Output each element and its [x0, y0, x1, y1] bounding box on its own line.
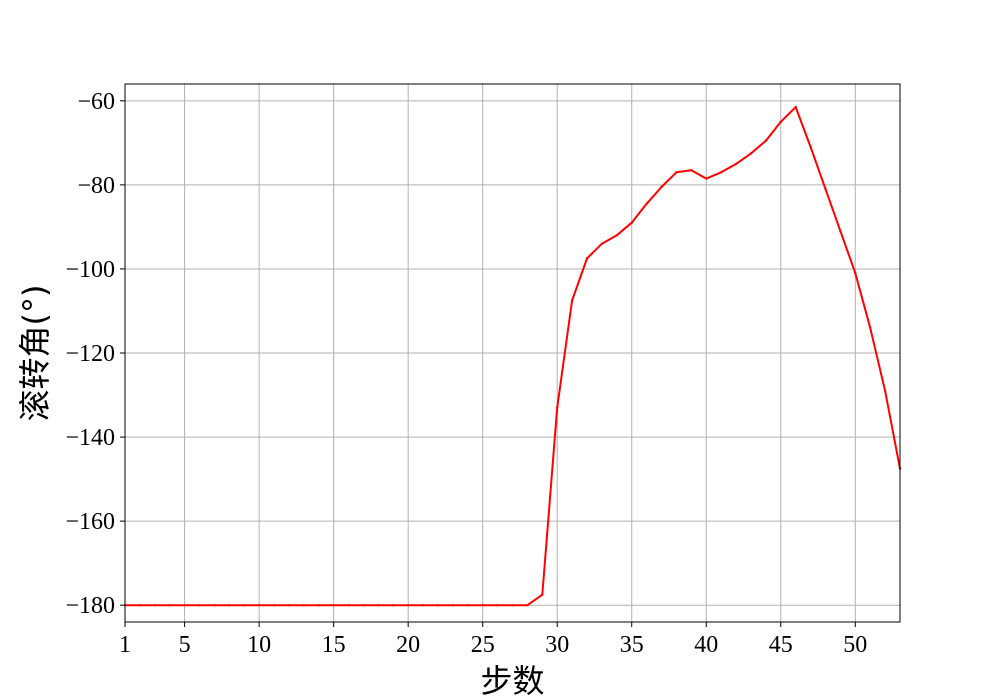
data-point	[854, 271, 857, 275]
x-tick-label: 30	[545, 632, 569, 658]
data-point	[526, 604, 529, 607]
x-tick-label: 1	[119, 632, 131, 658]
x-tick-label: 40	[694, 632, 718, 658]
y-axis-label: 滚转角(°)	[16, 285, 54, 422]
data-point	[257, 604, 261, 607]
data-point	[302, 604, 305, 607]
data-point	[392, 604, 395, 607]
data-point	[377, 604, 380, 607]
data-point	[451, 604, 455, 607]
data-point	[779, 120, 782, 124]
x-tick-label: 15	[322, 632, 346, 658]
data-point	[347, 604, 350, 607]
ticks	[120, 100, 856, 627]
y-tick-label: −80	[77, 173, 115, 199]
y-tick-label: −140	[65, 425, 115, 451]
y-tick-label: −100	[65, 257, 115, 283]
data-point	[570, 299, 574, 302]
x-tick-label: 50	[843, 632, 867, 658]
data-point	[794, 105, 797, 109]
data-point	[645, 202, 648, 205]
data-point	[690, 169, 693, 172]
data-point	[675, 171, 678, 174]
data-point	[466, 604, 469, 607]
y-tick-label: −180	[65, 593, 115, 619]
x-axis-label: 步数	[480, 662, 544, 700]
x-tick-label: 35	[620, 632, 644, 658]
data-point	[243, 604, 246, 607]
data-point	[883, 389, 887, 392]
x-tick-label: 10	[247, 632, 271, 658]
data-point	[630, 221, 633, 224]
y-tick-label: −160	[65, 509, 115, 535]
data-point	[272, 604, 276, 607]
data-point	[287, 604, 291, 607]
data-point	[407, 604, 410, 607]
data-point	[138, 604, 142, 607]
data-point	[839, 229, 842, 233]
x-tick-label: 45	[769, 632, 793, 658]
series-layer	[123, 105, 902, 607]
data-point	[660, 185, 663, 189]
data-point	[749, 152, 753, 155]
tick-labels: 1 5 10 15 20 25 30 35 40 45 50−180−160−140−120−100…	[65, 89, 867, 658]
data-point	[362, 604, 365, 607]
x-tick-label: 25	[471, 632, 495, 658]
data-point	[824, 187, 827, 191]
data-point	[764, 139, 768, 142]
data-point	[332, 604, 335, 607]
data-point	[213, 604, 216, 607]
x-tick-label: 20	[396, 632, 420, 658]
y-tick-label: −120	[65, 341, 115, 367]
data-point	[168, 604, 171, 607]
data-point	[615, 234, 618, 237]
data-point	[541, 593, 544, 596]
data-point	[809, 145, 812, 149]
x-tick-label: 5	[179, 632, 191, 658]
data-point	[317, 604, 320, 607]
data-point	[183, 604, 186, 607]
data-point	[705, 177, 708, 180]
data-point	[734, 162, 738, 166]
y-tick-label: −60	[77, 89, 115, 115]
data-point	[198, 604, 201, 607]
data-point	[720, 171, 723, 174]
data-point	[511, 604, 514, 607]
data-point	[228, 604, 231, 607]
data-point	[153, 604, 156, 607]
data-point	[436, 604, 440, 607]
data-point	[869, 326, 872, 329]
data-point	[481, 604, 484, 607]
data-point	[585, 257, 589, 260]
data-point	[421, 604, 425, 607]
data-point	[600, 242, 604, 245]
data-point	[496, 604, 499, 607]
data-point	[556, 406, 559, 409]
